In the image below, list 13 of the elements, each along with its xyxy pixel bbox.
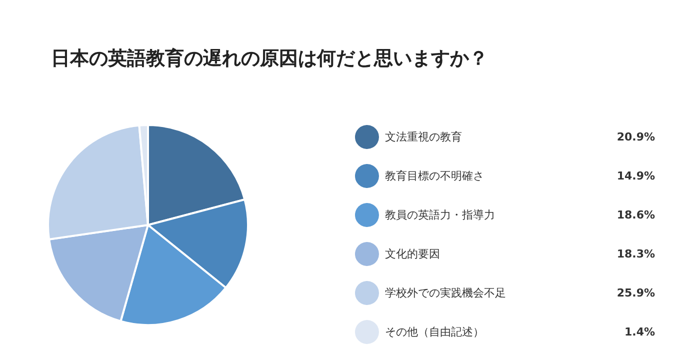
data-label: 18.3%	[616, 248, 655, 260]
legend-label: 学校外での実践機会不足	[385, 286, 506, 300]
data-label: 25.9%	[616, 286, 655, 300]
legend-label: 文法重視の教育	[385, 130, 462, 144]
data-label: 1.4%	[624, 326, 655, 338]
data-label: 20.9%	[616, 130, 655, 144]
data-label: 14.9%	[616, 170, 655, 182]
legend-label: その他（自由記述）	[385, 326, 484, 338]
data-label: 18.6%	[616, 208, 655, 222]
legend-label: 教員の英語力・指導力	[385, 208, 495, 222]
legend-label: 教育目標の不明確さ	[385, 170, 484, 182]
chart-title: 日本の英語教育の遅れの原因は何だと思いますか？	[51, 48, 488, 70]
legend-label: 文化的要因	[385, 248, 440, 260]
